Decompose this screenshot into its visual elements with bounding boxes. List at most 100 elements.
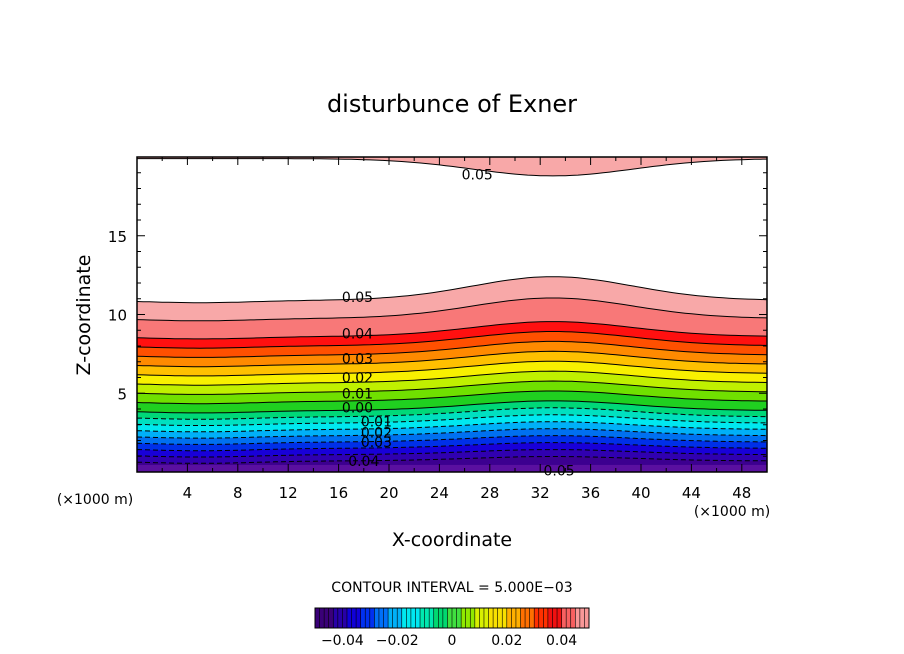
colorbar-segment [388, 608, 394, 628]
contour-line [137, 435, 767, 445]
colorbar-segment [488, 608, 494, 628]
colorbar-segment [383, 608, 389, 628]
colorbar-segment [520, 608, 526, 628]
colorbar-tick-label: 0.02 [491, 633, 522, 649]
colorbar-segment [566, 608, 572, 628]
x-tick-label: 32 [531, 484, 550, 502]
colorbar-segment [561, 608, 567, 628]
colorbar-segment [328, 608, 334, 628]
contour-interval-label: CONTOUR INTERVAL = 5.000E−03 [331, 580, 572, 596]
contour-line [137, 360, 767, 377]
colorbar-segment [575, 608, 581, 628]
y-tick-label: 15 [108, 228, 127, 246]
contour-line [137, 297, 767, 322]
colorbar-segment [452, 608, 458, 628]
chart-title: disturbunce of Exner [327, 90, 577, 118]
contour-line [137, 442, 767, 452]
contour-label: 0.04 [342, 326, 373, 342]
colorbar-segment [552, 608, 558, 628]
colorbar-segment [356, 608, 362, 628]
colorbar-segment [346, 608, 353, 628]
contour-line [137, 390, 767, 405]
contour-label: 0.05 [342, 290, 373, 306]
colorbar-segment [511, 608, 517, 628]
colorbar-segment [465, 608, 471, 628]
contour-line [137, 370, 767, 386]
colorbar-segment [515, 608, 521, 628]
colorbar-segment [497, 608, 503, 628]
colorbar-segment [447, 608, 453, 628]
contour-line [137, 414, 767, 426]
contour-label: 0.01 [361, 415, 392, 431]
colorbar-tick-label: −0.02 [376, 633, 419, 649]
contour-line [137, 340, 767, 358]
colorbar-segment [506, 608, 512, 628]
x-unit-left: (×1000 m) [57, 492, 133, 508]
colorbar-segment [401, 608, 407, 628]
contour-label: 0.01 [342, 386, 373, 402]
contour-line [137, 428, 767, 439]
x-tick-label: 40 [631, 484, 650, 502]
x-tick-label: 48 [732, 484, 751, 502]
colorbar-tick-label: 0 [448, 633, 457, 649]
colorbar-segment [378, 608, 384, 628]
contour-line [137, 350, 767, 368]
colorbar-frame [314, 607, 590, 629]
contour-label: 0.02 [361, 426, 392, 442]
colorbar-segment [319, 608, 325, 628]
contour-line [137, 421, 767, 433]
x-tick-label: 16 [329, 484, 348, 502]
y-axis-label: Z-coordinate [73, 255, 95, 376]
contour-label: 0.05 [462, 167, 493, 183]
colorbar-segment [324, 608, 330, 628]
colorbar-segment [415, 608, 421, 628]
colorbar: −0.04 −0.02 0 0.02 0.04 [314, 607, 590, 649]
contour-band [137, 157, 767, 176]
x-unit-right: (×1000 m) [694, 504, 770, 520]
x-tick-label: 4 [183, 484, 193, 502]
colorbar-segment [456, 608, 462, 628]
contour-label: 0.03 [342, 352, 373, 368]
contour-line [137, 158, 767, 177]
x-tick-label: 8 [233, 484, 243, 502]
colorbar-segment [479, 608, 485, 628]
x-tick-label: 36 [581, 484, 600, 502]
colorbar-segment [420, 608, 426, 628]
colorbar-segment [493, 608, 499, 628]
colorbar-segment [534, 608, 540, 628]
contour-band [137, 464, 767, 472]
colorbar-segment [429, 608, 435, 628]
y-tick-label: 10 [108, 307, 127, 325]
contour-line [137, 407, 767, 420]
x-tick-label: 12 [279, 484, 298, 502]
colorbar-segment [438, 608, 444, 628]
colorbar-segment [557, 608, 563, 628]
colorbar-segment [474, 608, 480, 628]
colorbar-segment [315, 608, 321, 628]
colorbar-segment [538, 608, 544, 628]
x-tick-label: 20 [379, 484, 398, 502]
colorbar-segment [342, 608, 348, 628]
colorbar-segment [584, 608, 590, 628]
contour-label: 0.04 [348, 454, 379, 470]
x-tick-label: 44 [682, 484, 701, 502]
colorbar-segment [483, 608, 490, 628]
contour-line [137, 456, 767, 464]
colorbar-segment [333, 608, 339, 628]
colorbar-segment [442, 608, 448, 628]
contour-label: 0.03 [361, 435, 392, 451]
contour-lines [137, 158, 767, 464]
y-tick-label: 5 [117, 385, 127, 403]
colorbar-segment [374, 608, 380, 628]
colorbar-segment [579, 608, 585, 628]
colorbar-segment [369, 608, 375, 628]
colorbar-segment [461, 608, 467, 628]
contour-label: 0.02 [342, 371, 373, 387]
colorbar-segment [570, 608, 576, 628]
colorbar-segment [410, 608, 416, 628]
colorbar-segment [433, 608, 439, 628]
colorbar-segment [337, 608, 343, 628]
contour-line [137, 321, 767, 340]
colorbar-tick-label: 0.04 [546, 633, 577, 649]
